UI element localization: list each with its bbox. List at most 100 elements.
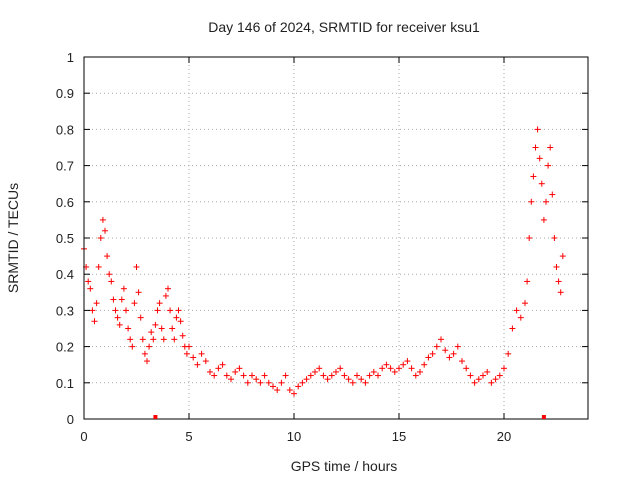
data-point <box>175 307 182 314</box>
data-point <box>179 332 186 339</box>
data-point <box>123 307 129 314</box>
data-point <box>171 336 178 343</box>
data-point <box>320 372 327 379</box>
data-point <box>154 307 161 314</box>
data-point <box>85 278 92 285</box>
data-point <box>286 387 293 394</box>
data-point <box>265 379 272 386</box>
data-point <box>299 379 306 386</box>
y-tick-label: 0.4 <box>56 267 74 282</box>
data-point <box>110 296 117 303</box>
data-point <box>442 347 449 354</box>
data-point <box>547 144 554 151</box>
data-point <box>167 307 174 314</box>
data-point <box>540 216 547 223</box>
data-point <box>559 253 566 260</box>
data-point <box>538 180 545 187</box>
data-point <box>156 300 163 307</box>
data-point <box>108 278 115 285</box>
data-point <box>379 365 386 372</box>
data-point <box>99 216 106 223</box>
data-point <box>150 336 157 343</box>
data-point <box>404 358 411 365</box>
data-point <box>240 372 247 379</box>
data-point <box>557 289 564 296</box>
data-point <box>446 354 453 361</box>
y-tick-label: 0.9 <box>56 86 74 101</box>
data-point <box>412 372 419 379</box>
data-point <box>207 368 213 375</box>
data-point <box>169 325 176 332</box>
data-point <box>177 318 184 325</box>
data-point <box>228 376 234 383</box>
data-point <box>362 379 369 386</box>
data-point <box>501 365 507 372</box>
data-point <box>429 350 436 357</box>
data-point <box>421 361 428 368</box>
data-point <box>133 263 140 270</box>
data-point <box>433 343 440 350</box>
data-point <box>358 376 365 383</box>
data-point <box>532 144 539 151</box>
data-point <box>450 350 457 357</box>
data-point <box>183 350 190 357</box>
data-point <box>93 300 100 307</box>
y-tick-label: 0.6 <box>56 195 74 210</box>
data-point <box>137 314 144 321</box>
data-point <box>129 343 136 350</box>
data-point <box>524 278 531 285</box>
data-point <box>131 300 138 307</box>
data-point <box>475 376 482 383</box>
y-tick-label: 1 <box>67 50 74 65</box>
data-point <box>536 155 543 162</box>
data-point <box>513 307 520 314</box>
data-point <box>244 379 251 386</box>
y-tick-label: 0.5 <box>56 231 74 246</box>
x-axis-label: GPS time / hours <box>291 458 398 474</box>
y-tick-label: 0 <box>67 412 74 427</box>
data-point <box>202 358 209 365</box>
y-tick-label: 0.7 <box>56 159 74 174</box>
data-point <box>125 325 132 332</box>
data-point <box>534 126 541 133</box>
data-point <box>492 376 499 383</box>
data-point <box>463 365 470 372</box>
data-point <box>146 343 153 350</box>
data-point <box>496 372 503 379</box>
data-point <box>391 368 398 375</box>
chart-title: Day 146 of 2024, SRMTID for receiver ksu… <box>208 19 480 35</box>
data-point <box>383 361 390 368</box>
data-point <box>253 376 260 383</box>
data-point <box>116 321 123 328</box>
data-point <box>91 318 98 325</box>
data-point <box>173 314 180 321</box>
data-point <box>223 372 230 379</box>
data-point <box>467 372 474 379</box>
data-point <box>328 372 335 379</box>
data-point <box>152 321 159 328</box>
data-point <box>118 296 125 303</box>
data-point <box>480 372 486 379</box>
y-axis-label: SRMTID / TECUs <box>5 183 21 293</box>
data-point <box>274 387 281 394</box>
data-point <box>337 365 344 372</box>
data-point <box>400 361 407 368</box>
axis-marker <box>541 415 546 419</box>
axis-ticks: 00.10.20.30.40.50.60.70.80.910 5 10 15 20 <box>56 50 588 444</box>
x-tick-label: 15 <box>392 429 406 444</box>
data-point <box>194 361 201 368</box>
data-point <box>148 329 155 336</box>
x-tick-label: 10 <box>287 429 301 444</box>
data-point <box>526 235 533 241</box>
data-point <box>95 263 102 270</box>
data-point <box>127 336 134 343</box>
data-point <box>104 253 111 260</box>
data-point <box>345 376 352 383</box>
data-point <box>165 285 171 292</box>
data-point <box>219 361 226 368</box>
data-point <box>522 300 528 307</box>
y-tick-label: 0.3 <box>56 303 74 318</box>
data-point <box>87 285 94 292</box>
data-point <box>530 173 537 180</box>
